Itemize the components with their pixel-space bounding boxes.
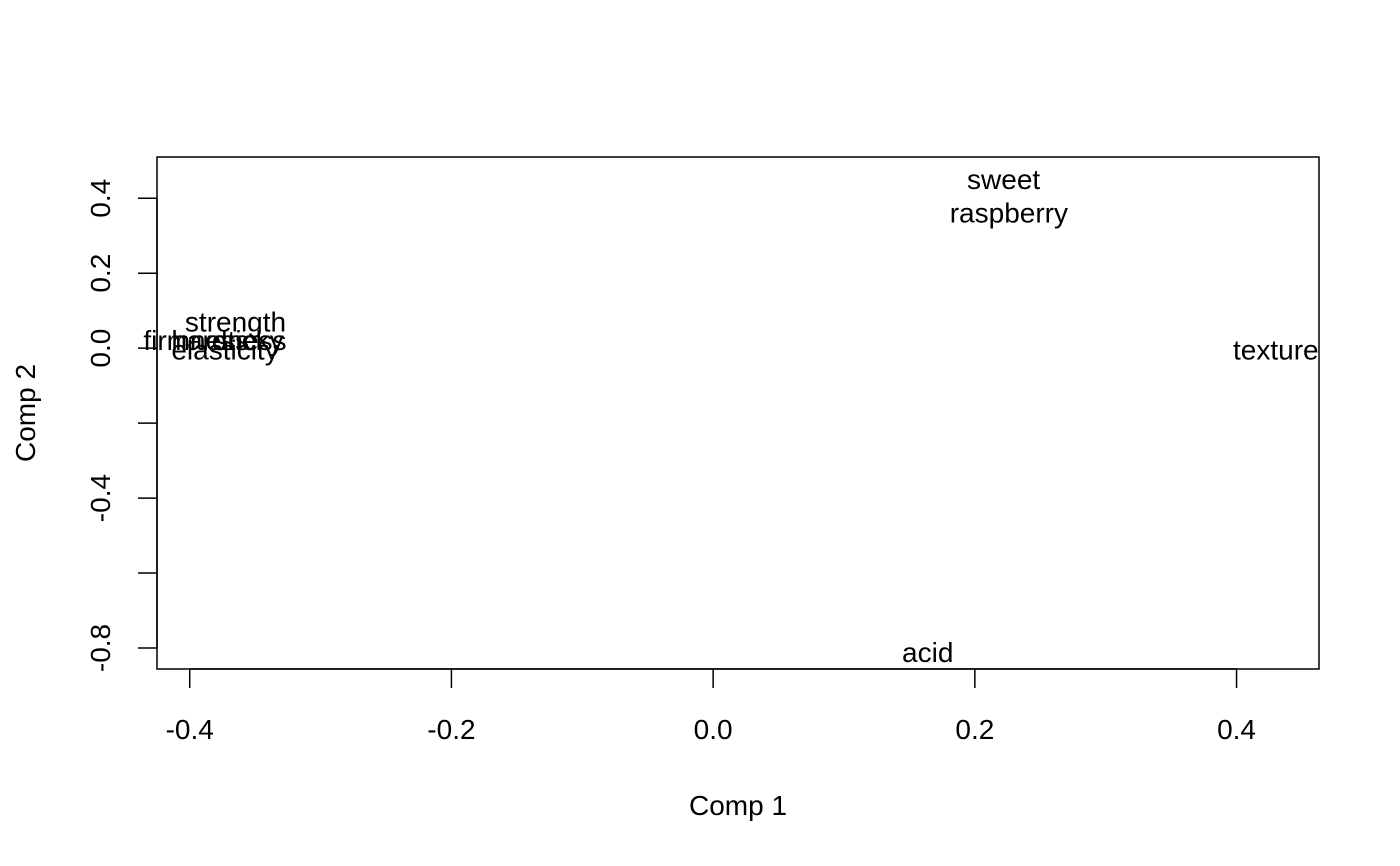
x-tick-label: 0.0	[694, 714, 733, 745]
point-label-hardness: hardness	[171, 325, 286, 356]
y-tick-label: -0.8	[85, 624, 116, 672]
x-tick-label: -0.4	[166, 714, 214, 745]
y-axis: 0.4 0.2 0.0 -0.4 -0.8	[85, 179, 158, 672]
plot-frame	[156, 156, 1320, 670]
y-tick-label: -0.4	[85, 474, 116, 522]
x-tick-label: 0.4	[1217, 714, 1256, 745]
point-label-texture: texture	[1233, 335, 1319, 366]
y-axis-title: Comp 2	[10, 364, 41, 462]
y-tick-label: 0.2	[85, 254, 116, 293]
point-label-strength: strength	[185, 306, 286, 337]
y-tick-label: 0.4	[85, 179, 116, 218]
x-tick-label: 0.2	[955, 714, 994, 745]
y-tick-label: 0.0	[85, 329, 116, 368]
point-label-raspberry: raspberry	[950, 198, 1068, 229]
x-axis: -0.4 -0.2 0.0 0.2 0.4	[166, 668, 1256, 745]
point-label-sticky: sticky	[214, 325, 284, 356]
point-label-acid: acid	[902, 637, 953, 668]
x-axis-title: Comp 1	[689, 790, 787, 821]
point-label-firmness: firmness	[143, 325, 249, 356]
point-label-elasticity: elasticity	[171, 335, 278, 366]
point-label-sweet: sweet	[967, 164, 1040, 195]
x-tick-label: -0.2	[427, 714, 475, 745]
